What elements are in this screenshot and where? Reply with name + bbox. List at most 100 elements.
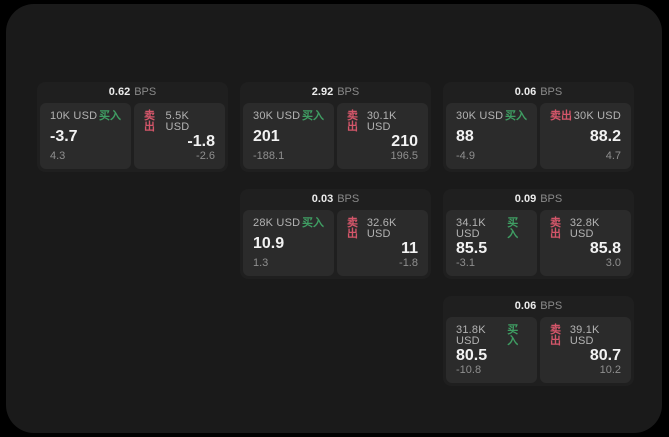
sell-quote-tile[interactable]: 卖出 5.5K USD -1.8 -2.6 (134, 103, 225, 169)
sell-quote-top: 卖出 30.1K USD (347, 111, 418, 133)
buy-price: 201 (253, 127, 280, 145)
buy-side-label: 买入 (302, 217, 324, 229)
sell-quote-top: 卖出 39.1K USD (550, 325, 621, 347)
sell-delta: 196.5 (390, 150, 418, 162)
sell-price: 11 (401, 240, 418, 257)
buy-side-label: 买入 (507, 217, 519, 240)
quote-card: 0.03 BPS 28K USD 买入 10.9 1.3 卖出 32.6K US… (240, 189, 431, 279)
card-body: 31.8K USD 买入 80.5 -10.8 卖出 39.1K USD 80.… (443, 317, 634, 386)
sell-quote-tile[interactable]: 卖出 32.6K USD 11 -1.8 (337, 210, 428, 276)
sell-amount: 32.8K USD (569, 217, 600, 240)
buy-price: 88 (456, 127, 474, 145)
buy-amount: 28K USD (253, 217, 301, 229)
buy-quote-tile[interactable]: 34.1K USD 买入 85.5 -3.1 (446, 210, 537, 276)
sell-amount: 30.1K USD (366, 110, 397, 133)
quote-card: 0.09 BPS 34.1K USD 买入 85.5 -3.1 卖出 32.8K… (443, 189, 634, 279)
buy-delta: -3.1 (456, 257, 475, 269)
sell-quote-tile[interactable]: 卖出 30K USD 88.2 4.7 (540, 103, 631, 169)
sell-side-label: 卖出 (144, 110, 155, 133)
card-header: 0.06 BPS (443, 296, 634, 317)
buy-side-label: 买入 (99, 110, 121, 122)
sell-price: 85.8 (589, 240, 621, 257)
sell-amount: 30K USD (573, 110, 621, 122)
bps-unit: BPS (337, 86, 360, 98)
sell-quote-top: 卖出 32.8K USD (550, 218, 621, 240)
bps-value: 0.06 (514, 300, 537, 312)
sell-amount: 5.5K USD (165, 110, 190, 133)
buy-side-label: 买入 (505, 110, 527, 122)
sell-delta: -1.8 (399, 257, 418, 269)
sell-quote-top: 卖出 30K USD (550, 111, 621, 122)
buy-delta: -4.9 (456, 150, 475, 162)
bps-unit: BPS (540, 86, 563, 98)
sell-quote-tile[interactable]: 卖出 30.1K USD 210 196.5 (337, 103, 428, 169)
buy-delta: -188.1 (253, 150, 285, 162)
sell-amount: 39.1K USD (569, 324, 600, 347)
sell-delta: 10.2 (599, 364, 621, 376)
buy-quote-tile[interactable]: 30K USD 买入 201 -188.1 (243, 103, 334, 169)
sell-quote-top: 卖出 32.6K USD (347, 218, 418, 240)
sell-quote-top: 卖出 5.5K USD (144, 111, 215, 133)
sell-amount: 32.6K USD (366, 217, 397, 240)
bps-value: 0.03 (311, 193, 334, 205)
buy-delta: -10.8 (456, 364, 482, 376)
card-header: 0.06 BPS (443, 82, 634, 103)
quote-card: 2.92 BPS 30K USD 买入 201 -188.1 卖出 30.1K … (240, 82, 431, 172)
main-panel: 0.62 BPS 10K USD 买入 -3.7 4.3 卖出 5.5K USD… (6, 4, 662, 433)
card-body: 34.1K USD 买入 85.5 -3.1 卖出 32.8K USD 85.8… (443, 210, 634, 279)
buy-amount: 31.8K USD (456, 324, 486, 347)
bps-value: 0.06 (514, 86, 537, 98)
sell-delta: 4.7 (605, 150, 621, 162)
card-body: 30K USD 买入 88 -4.9 卖出 30K USD 88.2 4.7 (443, 103, 634, 172)
buy-quote-top: 31.8K USD 买入 (456, 325, 527, 347)
quote-card: 0.06 BPS 30K USD 买入 88 -4.9 卖出 30K USD 8… (443, 82, 634, 172)
buy-quote-tile[interactable]: 28K USD 买入 10.9 1.3 (243, 210, 334, 276)
quote-card: 0.62 BPS 10K USD 买入 -3.7 4.3 卖出 5.5K USD… (37, 82, 228, 172)
card-body: 28K USD 买入 10.9 1.3 卖出 32.6K USD 11 -1.8 (240, 210, 431, 279)
sell-delta: -2.6 (196, 150, 215, 162)
buy-amount: 10K USD (50, 110, 98, 122)
sell-delta: 3.0 (605, 257, 621, 269)
bps-value: 0.09 (514, 193, 537, 205)
bps-unit: BPS (337, 193, 360, 205)
card-body: 30K USD 买入 201 -188.1 卖出 30.1K USD 210 1… (240, 103, 431, 172)
buy-price: -3.7 (50, 127, 78, 145)
sell-side-label: 卖出 (347, 110, 358, 133)
sell-price: 210 (391, 133, 418, 150)
sell-side-label: 卖出 (550, 324, 561, 347)
sell-price: 88.2 (589, 127, 621, 145)
buy-delta: 1.3 (253, 257, 269, 269)
buy-price: 80.5 (456, 347, 488, 364)
sell-side-label: 卖出 (550, 110, 572, 122)
sell-price: -1.8 (187, 133, 215, 150)
quote-grid: 0.62 BPS 10K USD 买入 -3.7 4.3 卖出 5.5K USD… (37, 82, 634, 386)
buy-quote-top: 28K USD 买入 (253, 218, 324, 229)
bps-unit: BPS (134, 86, 157, 98)
bps-value: 0.62 (108, 86, 131, 98)
buy-quote-top: 30K USD 买入 (456, 111, 527, 122)
buy-quote-tile[interactable]: 31.8K USD 买入 80.5 -10.8 (446, 317, 537, 383)
card-header: 0.03 BPS (240, 189, 431, 210)
sell-quote-tile[interactable]: 卖出 39.1K USD 80.7 10.2 (540, 317, 631, 383)
buy-side-label: 买入 (507, 324, 519, 347)
card-header: 0.62 BPS (37, 82, 228, 103)
bps-unit: BPS (540, 193, 563, 205)
buy-amount: 30K USD (253, 110, 301, 122)
buy-quote-tile[interactable]: 10K USD 买入 -3.7 4.3 (40, 103, 131, 169)
buy-quote-tile[interactable]: 30K USD 买入 88 -4.9 (446, 103, 537, 169)
bps-unit: BPS (540, 300, 563, 312)
buy-amount: 30K USD (456, 110, 504, 122)
buy-price: 10.9 (253, 234, 285, 252)
buy-quote-top: 10K USD 买入 (50, 111, 121, 122)
sell-side-label: 卖出 (347, 217, 358, 240)
sell-price: 80.7 (589, 347, 621, 364)
card-body: 10K USD 买入 -3.7 4.3 卖出 5.5K USD -1.8 -2.… (37, 103, 228, 172)
buy-quote-top: 30K USD 买入 (253, 111, 324, 122)
bps-value: 2.92 (311, 86, 334, 98)
card-header: 0.09 BPS (443, 189, 634, 210)
sell-quote-tile[interactable]: 卖出 32.8K USD 85.8 3.0 (540, 210, 631, 276)
buy-quote-top: 34.1K USD 买入 (456, 218, 527, 240)
buy-side-label: 买入 (302, 110, 324, 122)
buy-amount: 34.1K USD (456, 217, 486, 240)
card-header: 2.92 BPS (240, 82, 431, 103)
